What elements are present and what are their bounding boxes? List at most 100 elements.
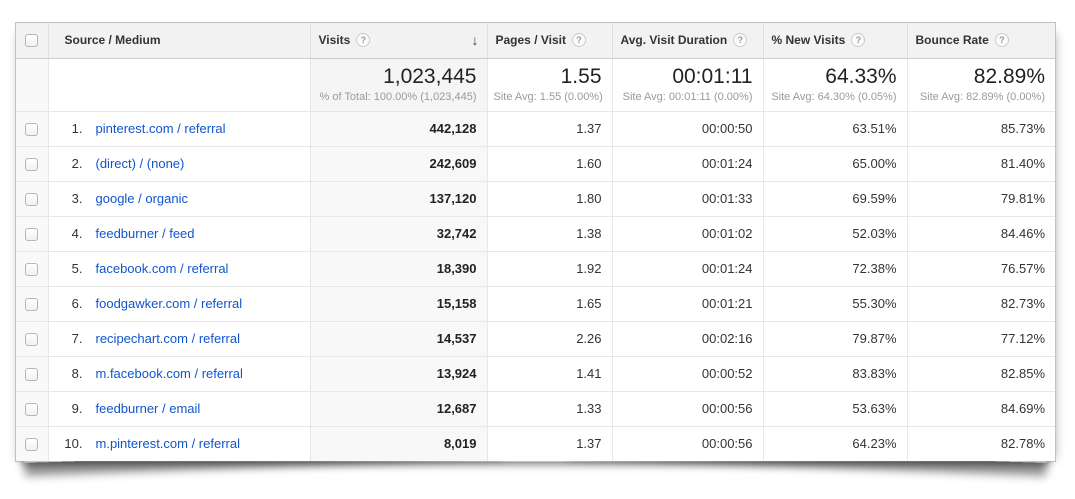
help-icon[interactable]: ?	[994, 33, 1009, 48]
pages-visit-cell: 2.26	[487, 321, 613, 357]
row-checkbox[interactable]	[25, 193, 39, 207]
bounce-rate-cell: 82.73%	[907, 286, 1055, 322]
new-visits-cell: 53.63%	[763, 391, 908, 427]
bounce-rate-cell: 85.73%	[907, 111, 1055, 147]
row-checkbox[interactable]	[25, 403, 39, 417]
table-row: 3. google / organic 137,120 1.80 00:01:33…	[16, 181, 1055, 217]
column-header-source-medium[interactable]: Source / Medium	[48, 23, 311, 59]
new-visits-cell: 55.30%	[763, 286, 908, 322]
source-medium-link[interactable]: foodgawker.com / referral	[95, 296, 243, 311]
row-index: 7.	[71, 331, 83, 346]
pages-visit-cell: 1.80	[487, 181, 613, 217]
row-checkbox[interactable]	[25, 368, 39, 382]
row-index: 3.	[71, 191, 83, 206]
total-visits-value: 1,023,445	[383, 64, 477, 88]
pages-visit-cell: 1.37	[487, 426, 613, 461]
summary-bounce-cell: 82.89% Site Avg: 82.89% (0.00%)	[907, 58, 1055, 112]
row-index: 4.	[71, 226, 83, 241]
row-index: 5.	[71, 261, 83, 276]
table-row: 7. recipechart.com / referral 14,537 2.26…	[16, 321, 1055, 357]
visits-cell: 137,120	[310, 181, 488, 217]
avg-new-visits-subtext: Site Avg: 64.30% (0.05%)	[771, 90, 897, 103]
pages-visit-cell: 1.33	[487, 391, 613, 427]
summary-duration-cell: 00:01:11 Site Avg: 00:01:11 (0.00%)	[612, 58, 764, 112]
avg-visit-duration-cell: 00:02:16	[612, 321, 764, 357]
column-header-label: % New Visits	[771, 33, 846, 48]
source-medium-link[interactable]: m.pinterest.com / referral	[95, 436, 241, 452]
row-checkbox[interactable]	[25, 438, 39, 452]
row-checkbox-cell	[16, 426, 49, 461]
table-row: 10. m.pinterest.com / referral 8,019 1.37…	[16, 426, 1055, 461]
avg-visit-duration-cell: 00:01:33	[612, 181, 764, 217]
source-medium-cell: 2. (direct) / (none)	[48, 146, 311, 182]
row-checkbox[interactable]	[25, 263, 39, 277]
visits-cell: 242,609	[310, 146, 488, 182]
row-checkbox[interactable]	[25, 298, 39, 312]
source-medium-cell: 1. pinterest.com / referral	[48, 111, 311, 147]
pages-visit-cell: 1.37	[487, 111, 613, 147]
pages-visit-cell: 1.41	[487, 356, 613, 392]
row-checkbox[interactable]	[25, 228, 39, 242]
row-index: 2.	[71, 156, 83, 171]
new-visits-cell: 64.23%	[763, 426, 908, 461]
visits-cell: 13,924	[310, 356, 488, 392]
source-medium-cell: 3. google / organic	[48, 181, 311, 217]
row-checkbox[interactable]	[25, 333, 39, 347]
sort-descending-icon[interactable]: ↓	[471, 32, 479, 49]
source-medium-link[interactable]: facebook.com / referral	[95, 261, 229, 276]
row-index: 10.	[64, 436, 83, 452]
source-medium-link[interactable]: (direct) / (none)	[95, 156, 185, 171]
row-checkbox[interactable]	[25, 158, 39, 172]
column-header-visits[interactable]: Visits ? ↓	[310, 23, 488, 59]
new-visits-cell: 79.87%	[763, 321, 908, 357]
source-medium-link[interactable]: google / organic	[95, 191, 189, 206]
avg-visit-duration-cell: 00:01:24	[612, 251, 764, 287]
source-medium-link[interactable]: feedburner / email	[95, 401, 201, 416]
source-medium-link[interactable]: pinterest.com / referral	[95, 121, 226, 136]
table-row: 9. feedburner / email 12,687 1.33 00:00:5…	[16, 391, 1055, 427]
column-header-label: Source / Medium	[64, 33, 161, 48]
row-checkbox-cell	[16, 216, 49, 252]
table-row: 2. (direct) / (none) 242,609 1.60 00:01:2…	[16, 146, 1055, 182]
table-row: 4. feedburner / feed 32,742 1.38 00:01:02…	[16, 216, 1055, 252]
avg-visit-duration-cell: 00:00:56	[612, 391, 764, 427]
visits-cell: 14,537	[310, 321, 488, 357]
visits-cell: 32,742	[310, 216, 488, 252]
row-checkbox-cell	[16, 146, 49, 182]
bounce-rate-cell: 82.78%	[907, 426, 1055, 461]
visits-cell: 15,158	[310, 286, 488, 322]
bounce-rate-cell: 76.57%	[907, 251, 1055, 287]
new-visits-cell: 65.00%	[763, 146, 908, 182]
visits-cell: 18,390	[310, 251, 488, 287]
row-checkbox-cell	[16, 181, 49, 217]
column-header-bounce-rate[interactable]: Bounce Rate ?	[907, 23, 1055, 59]
source-medium-cell: 6. foodgawker.com / referral	[48, 286, 311, 322]
help-icon[interactable]: ?	[733, 33, 748, 48]
avg-visit-duration-cell: 00:00:52	[612, 356, 764, 392]
source-medium-cell: 9. feedburner / email	[48, 391, 311, 427]
source-medium-link[interactable]: feedburner / feed	[95, 226, 195, 241]
column-header-pages-visit[interactable]: Pages / Visit ?	[487, 23, 613, 59]
bounce-rate-cell: 82.85%	[907, 356, 1055, 392]
summary-checkbox-cell	[16, 58, 49, 112]
summary-pages-cell: 1.55 Site Avg: 1.55 (0.00%)	[487, 58, 613, 112]
table-body: 1. pinterest.com / referral 442,128 1.37 …	[16, 111, 1055, 461]
help-icon[interactable]: ?	[356, 33, 371, 48]
row-index: 9.	[71, 401, 83, 416]
column-header-avg-visit-duration[interactable]: Avg. Visit Duration ?	[612, 23, 764, 59]
column-header-new-visits[interactable]: % New Visits ?	[763, 23, 908, 59]
row-checkbox-cell	[16, 391, 49, 427]
pages-visit-cell: 1.65	[487, 286, 613, 322]
help-icon[interactable]: ?	[571, 33, 586, 48]
row-checkbox-cell	[16, 286, 49, 322]
row-index: 1.	[71, 121, 83, 136]
select-all-checkbox[interactable]	[25, 34, 39, 48]
row-checkbox[interactable]	[25, 123, 39, 137]
source-medium-link[interactable]: recipechart.com / referral	[95, 331, 241, 346]
total-visits-subtext: % of Total: 100.00% (1,023,445)	[319, 90, 477, 103]
source-medium-cell: 5. facebook.com / referral	[48, 251, 311, 287]
avg-visit-duration-cell: 00:01:24	[612, 146, 764, 182]
table-row: 8. m.facebook.com / referral 13,924 1.41 …	[16, 356, 1055, 392]
source-medium-link[interactable]: m.facebook.com / referral	[95, 366, 243, 381]
help-icon[interactable]: ?	[851, 33, 866, 48]
